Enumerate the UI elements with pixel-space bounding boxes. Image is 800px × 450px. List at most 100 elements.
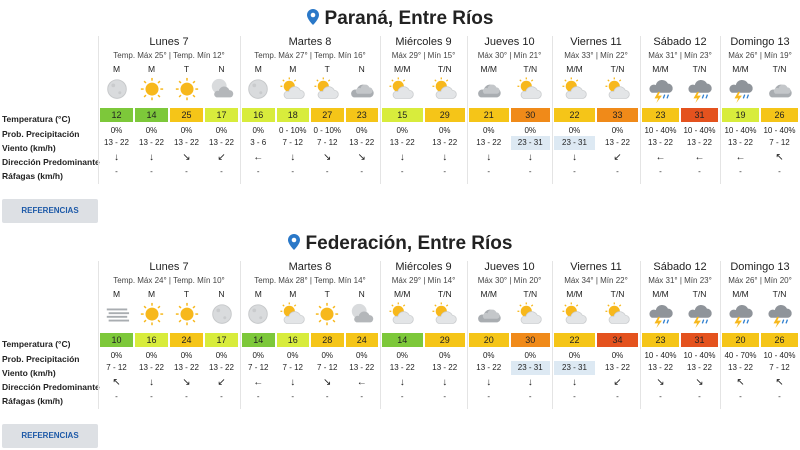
wind-direction-arrow-icon: ↙ [613,377,622,388]
temperature-cell: 31 [681,333,718,347]
precipitation-probability: 10 - 40% [763,126,796,135]
sun-cloud-icon [314,77,339,99]
temperature-cell: 24 [345,333,378,347]
wind-direction-arrow-icon: ↓ [399,152,405,163]
wind-speed: 13 - 22 [349,363,375,372]
wind-speed: 13 - 22 [174,363,199,372]
period-label: M [147,64,156,74]
gust-value: - [443,392,447,401]
sun-cloud-icon [561,302,587,324]
period-label: T [324,289,330,299]
day-name: Martes 8 [288,261,332,273]
precipitation-probability: 0% [110,126,123,135]
gust-value: - [573,167,576,176]
temperature-cell: 17 [205,108,238,122]
day-temp-range: Máx 30° | Mín 21° [477,51,542,60]
gust-value: - [573,392,576,401]
location-title: Federación, Entre Ríos [0,233,800,255]
precipitation-probability: 0% [286,351,299,360]
wind-direction-arrow-icon: ↓ [572,377,577,388]
wind-speed: 13 - 22 [728,138,753,147]
moon-cloud-icon [351,303,374,323]
day-separator [552,261,553,409]
row-label-prob: Prob. Precipitación [2,129,80,139]
wind-direction-arrow-icon: ↓ [442,152,448,163]
wind-speed: 13 - 22 [174,138,199,147]
wind-direction-arrow-icon: ← [655,152,666,163]
referencias-button[interactable]: REFERENCIAS [2,424,98,448]
sun-cloud-icon [432,77,457,99]
wind-speed: 13 - 22 [104,138,129,147]
wind-speed: 13 - 22 [432,363,458,372]
wind-speed: 7 - 12 [282,138,303,147]
day-name: Martes 8 [288,36,332,48]
wind-direction-arrow-icon: ↓ [527,377,533,388]
temperature-cell: 21 [469,108,509,122]
row-label-temp: Temperatura (°C) [2,339,71,349]
wind-direction-arrow-icon: ← [253,377,264,388]
period-label: N [358,64,365,74]
day-temp-range: Máx 34° | Mín 22° [564,276,628,285]
day-name: Lunes 7 [149,261,189,273]
sun-cloud-icon [280,302,305,324]
row-label-temp: Temperatura (°C) [2,114,71,124]
precipitation-probability: 10 - 40% [763,351,796,360]
gust-value: - [616,167,619,176]
precipitation-probability: 0% [215,351,228,360]
sun-icon [175,77,198,101]
temperature-cell: 28 [311,333,344,347]
period-label: M/M [480,64,498,74]
precipitation-probability: 0% [180,351,193,360]
wind-direction-arrow-icon: ↓ [399,377,405,388]
day-temp-range: Máx 31° | Mín 23° [648,51,712,60]
precipitation-probability: 0 - 10% [278,126,307,135]
gust-value: - [291,392,295,401]
temperature-cell: 14 [135,108,168,122]
gust-value: - [400,392,404,401]
precipitation-probability: 10 - 40% [644,126,677,135]
temperature-cell: 31 [681,108,718,122]
period-label: M/M [480,289,498,299]
temperature-cell: 26 [761,333,798,347]
day-temp-range: Máx 30° | Mín 20° [477,276,542,285]
sun-cloud-icon [432,302,457,324]
precipitation-probability: 0% [355,126,368,135]
sun-icon [316,302,339,326]
day-temp-range: Temp. Máx 25° | Temp. Mín 12° [113,51,225,60]
temperature-cell: 19 [722,108,759,122]
period-label: M/M [393,289,411,299]
period-label: T/N [772,64,787,74]
wind-direction-arrow-icon: ↘ [357,152,366,163]
location-pin-icon [287,234,300,250]
period-label: M [254,289,262,299]
period-label: M [289,289,297,299]
row-label-dir: Dirección Predominante [2,382,100,392]
period-label: T/N [437,64,452,74]
temperature-cell: 33 [597,108,638,122]
gust-value: - [185,392,188,401]
period-label: T [183,289,190,299]
temperature-cell: 20 [722,333,759,347]
gust-value: - [443,167,447,176]
storm-icon [728,79,753,103]
referencias-button[interactable]: REFERENCIAS [2,199,98,223]
temperature-cell: 16 [242,108,275,122]
period-label: T/N [610,64,625,74]
row-label-wind: Viento (km/h) [2,143,56,153]
wind-direction-arrow-icon: ← [735,152,746,163]
day-name: Viernes 11 [570,261,622,273]
sun-icon [175,302,198,326]
wind-speed: 7 - 12 [248,363,269,372]
wind-speed: 13 - 22 [648,138,673,147]
temperature-cell: 14 [382,333,423,347]
location-name: Federación, Entre Ríos [305,233,513,254]
sun-cloud-icon [604,302,630,324]
wind-direction-arrow-icon: ← [253,152,264,163]
precipitation-probability: 0% [438,126,451,135]
storm-icon [767,304,792,328]
wind-direction-arrow-icon: ↖ [736,377,745,388]
wind-direction-arrow-icon: ↙ [217,152,226,163]
temperature-cell: 23 [642,108,679,122]
row-label-gust: Ráfagas (km/h) [2,171,63,181]
day-name: Domingo 13 [730,36,790,48]
